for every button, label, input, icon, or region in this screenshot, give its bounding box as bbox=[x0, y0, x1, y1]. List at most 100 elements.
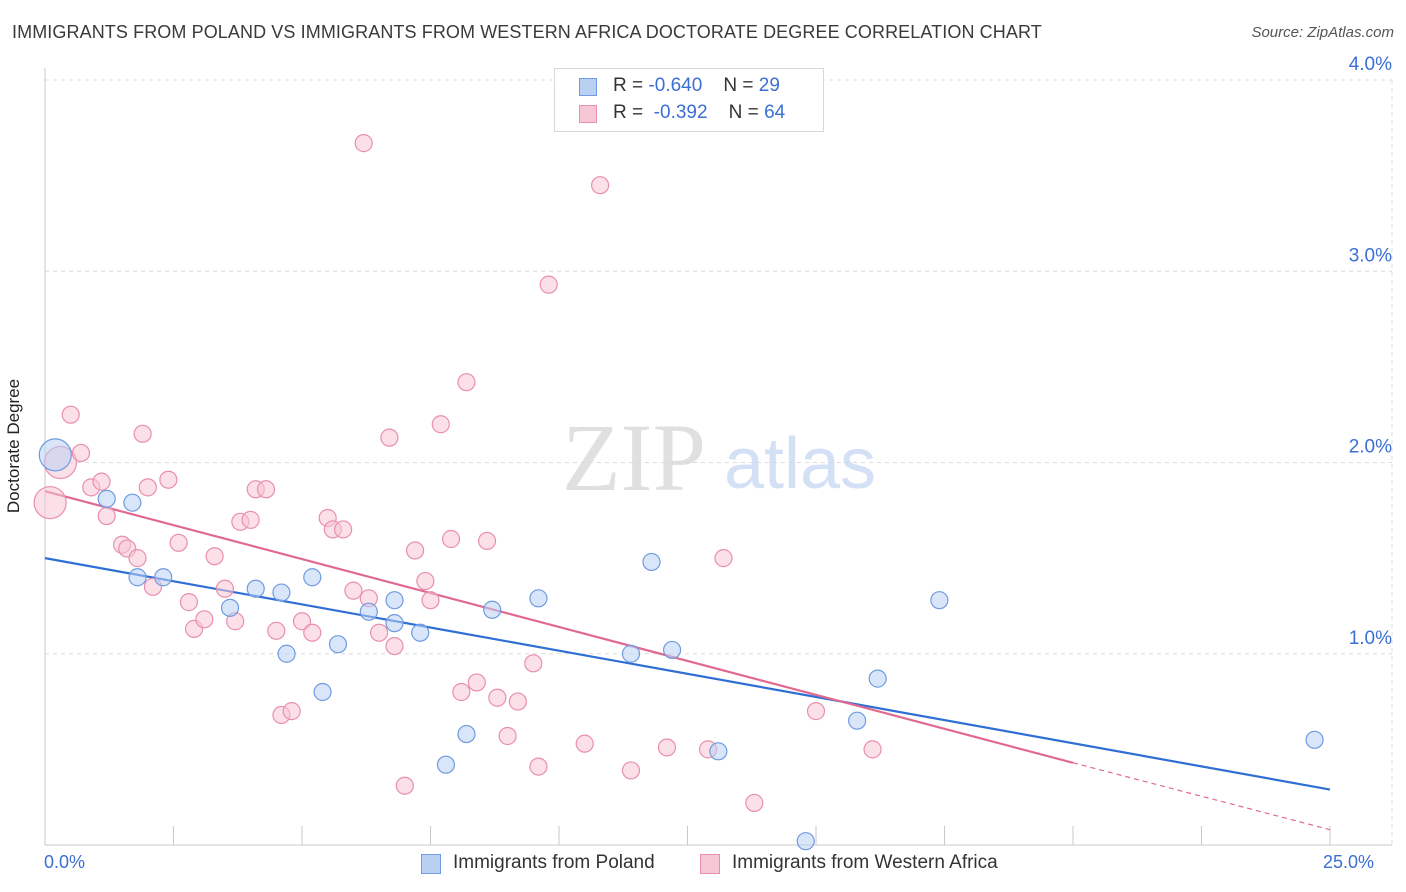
wafrica-point bbox=[215, 579, 234, 598]
grid-layer bbox=[45, 79, 1393, 845]
n-label: N = bbox=[723, 75, 754, 96]
poland-point bbox=[328, 635, 348, 654]
legend-item-poland-label: Immigrants from Poland bbox=[453, 852, 655, 873]
wafrica-point bbox=[457, 373, 476, 392]
poland-point bbox=[529, 589, 548, 608]
poland-point bbox=[220, 598, 240, 617]
poland-point bbox=[38, 438, 72, 472]
correlation-legend: R = -0.640 N = 29 R = -0.392 N = 64 bbox=[554, 68, 824, 132]
poland-point bbox=[662, 640, 682, 660]
wafrica-point bbox=[92, 472, 111, 491]
wafrica-point bbox=[159, 470, 178, 489]
wafrica-point bbox=[97, 506, 116, 526]
y-tick-label: 2.0% bbox=[1349, 437, 1392, 458]
wafrica-point bbox=[380, 428, 399, 447]
poland-point bbox=[313, 682, 332, 702]
wafrica-point bbox=[370, 623, 389, 642]
source-label: Source: ZipAtlas.com bbox=[1251, 24, 1394, 41]
wafrica-point bbox=[508, 692, 527, 711]
axis-layer bbox=[44, 68, 1392, 846]
y-tick-label: 1.0% bbox=[1349, 628, 1392, 649]
wafrica-point bbox=[61, 405, 80, 424]
poland-point bbox=[123, 493, 142, 512]
y-tick-label: 3.0% bbox=[1349, 245, 1392, 266]
wafrica-point bbox=[256, 480, 276, 499]
poland-point bbox=[277, 644, 296, 663]
wafrica-point bbox=[169, 533, 188, 552]
poland-point bbox=[621, 644, 641, 663]
poland-point bbox=[436, 755, 456, 774]
r-label: R = bbox=[613, 102, 644, 123]
point-layer bbox=[33, 134, 1324, 851]
wafrica-point bbox=[241, 510, 260, 529]
legend-poland-text: R = -0.640 N = 29 bbox=[613, 75, 780, 97]
poland-point bbox=[796, 832, 815, 851]
poland-swatch bbox=[579, 78, 597, 96]
wafrica-point bbox=[354, 134, 373, 153]
wafrica-point bbox=[621, 761, 641, 780]
watermark-atlas: atlas bbox=[724, 424, 876, 504]
wafrica-point bbox=[138, 478, 157, 497]
wafrica-point bbox=[477, 531, 497, 551]
n-value: 29 bbox=[758, 75, 780, 96]
wafrica-point bbox=[806, 702, 826, 721]
y-tick-label: 4.0% bbox=[1349, 54, 1392, 75]
wafrica-point bbox=[282, 702, 301, 721]
poland-point bbox=[385, 614, 404, 633]
wafrica-point bbox=[863, 740, 882, 759]
wafrica-point bbox=[395, 776, 414, 795]
poland-point bbox=[359, 602, 378, 621]
watermark: ZIP atlas bbox=[562, 404, 876, 511]
poland-point bbox=[303, 568, 322, 587]
wafrica-point bbox=[267, 621, 286, 640]
poland-point bbox=[97, 489, 116, 508]
wafrica-point bbox=[416, 571, 435, 591]
legend-item-wafrica-label: Immigrants from Western Africa bbox=[732, 852, 998, 873]
r-value: -0.392 bbox=[653, 102, 708, 123]
poland-point bbox=[848, 711, 867, 730]
wafrica-point bbox=[292, 612, 312, 631]
wafrica-point bbox=[303, 623, 322, 642]
wafrica-point bbox=[71, 443, 91, 463]
wafrica-point bbox=[405, 541, 425, 560]
wafrica-point bbox=[205, 547, 224, 566]
poland-point bbox=[128, 568, 147, 587]
wafrica-point bbox=[344, 581, 363, 600]
wafrica-point bbox=[385, 636, 404, 656]
wafrica-point bbox=[128, 549, 147, 568]
poland-point bbox=[930, 591, 949, 610]
wafrica-point bbox=[529, 757, 548, 776]
wafrica-point bbox=[441, 529, 461, 549]
poland-point bbox=[1305, 730, 1324, 749]
wafrica-point bbox=[452, 682, 471, 702]
poland-legend-swatch bbox=[421, 854, 441, 874]
poland-point bbox=[385, 591, 404, 610]
wafrica-point bbox=[745, 793, 764, 813]
n-label: N = bbox=[728, 102, 759, 123]
chart-title: IMMIGRANTS FROM POLAND VS IMMIGRANTS FRO… bbox=[12, 22, 1042, 42]
poland-point bbox=[457, 724, 476, 744]
poland-point bbox=[411, 623, 430, 642]
series-legend: Immigrants from Poland Immigrants from W… bbox=[0, 852, 1406, 878]
poland-point bbox=[709, 742, 728, 761]
poland-point bbox=[246, 579, 265, 598]
tick-label-layer: 1.0% 2.0% 3.0% 4.0% bbox=[1349, 54, 1392, 649]
wafrica-point bbox=[431, 415, 450, 434]
n-value: 64 bbox=[764, 102, 786, 123]
wafrica-point bbox=[498, 726, 517, 746]
r-value: -0.640 bbox=[648, 75, 703, 96]
watermark-zip: ZIP bbox=[562, 404, 706, 511]
trend-layer bbox=[44, 490, 1331, 831]
wafrica-legend-swatch bbox=[700, 854, 720, 874]
poland-point bbox=[154, 568, 173, 587]
poland-point bbox=[483, 600, 502, 619]
r-label: R = bbox=[613, 75, 644, 96]
x-tick-max: 25.0% bbox=[1323, 852, 1375, 872]
wafrica-swatch bbox=[579, 105, 597, 123]
legend-wafrica-text: R = -0.392 N = 64 bbox=[613, 102, 785, 124]
wafrica-point bbox=[657, 738, 677, 757]
wafrica-point bbox=[591, 176, 610, 195]
poland-point bbox=[272, 583, 291, 602]
wafrica-point bbox=[133, 424, 152, 443]
poland-point bbox=[642, 552, 661, 572]
